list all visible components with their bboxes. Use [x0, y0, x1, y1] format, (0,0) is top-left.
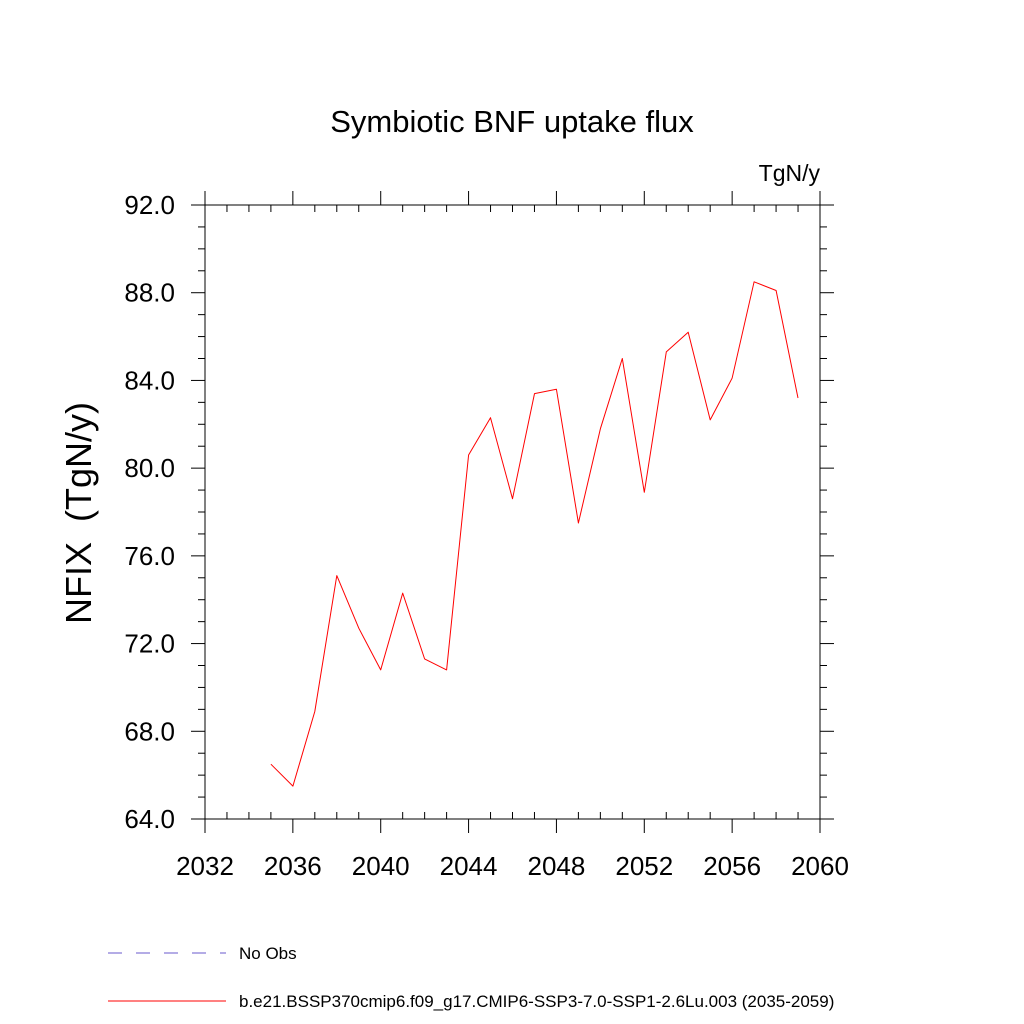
y-tick-label: 80.0	[124, 453, 175, 483]
y-tick-label: 84.0	[124, 365, 175, 395]
chart-title: Symbiotic BNF uptake flux	[330, 104, 694, 139]
x-tick-label: 2052	[615, 851, 673, 881]
x-tick-label: 2040	[352, 851, 410, 881]
x-tick-label: 2060	[791, 851, 849, 881]
series-line	[270, 281, 799, 787]
y-tick-label: 76.0	[124, 541, 175, 571]
x-tick-label: 2036	[264, 851, 322, 881]
plot-frame	[204, 204, 821, 820]
legend-label-model: b.e21.BSSP370cmip6.f09_g17.CMIP6-SSP3-7.…	[239, 992, 834, 1011]
y-tick-label: 92.0	[124, 190, 175, 220]
units-label: TgN/y	[759, 160, 821, 186]
y-tick-label: 68.0	[124, 716, 175, 746]
series-lines	[270, 281, 799, 787]
x-tick-label: 2048	[528, 851, 586, 881]
x-tick-label: 2056	[703, 851, 761, 881]
x-tick-label: 2044	[440, 851, 498, 881]
legend-label-no-obs: No Obs	[239, 944, 297, 963]
y-tick-label: 88.0	[124, 278, 175, 308]
x-tick-label: 2032	[176, 851, 234, 881]
y-tick-label: 64.0	[124, 804, 175, 834]
y-axis-label: NFIX (TgN/y)	[58, 402, 99, 624]
major-ticks	[191, 191, 834, 833]
minor-ticks	[198, 205, 827, 819]
legend: No Obs b.e21.BSSP370cmip6.f09_g17.CMIP6-…	[108, 944, 834, 1011]
x-tick-labels: 2032 2036 2040 2044 2048 2052 2056 2060	[176, 851, 849, 881]
y-tick-label: 72.0	[124, 629, 175, 659]
y-tick-labels: 64.0 68.0 72.0 76.0 80.0 84.0 88.0 92.0	[124, 190, 175, 834]
